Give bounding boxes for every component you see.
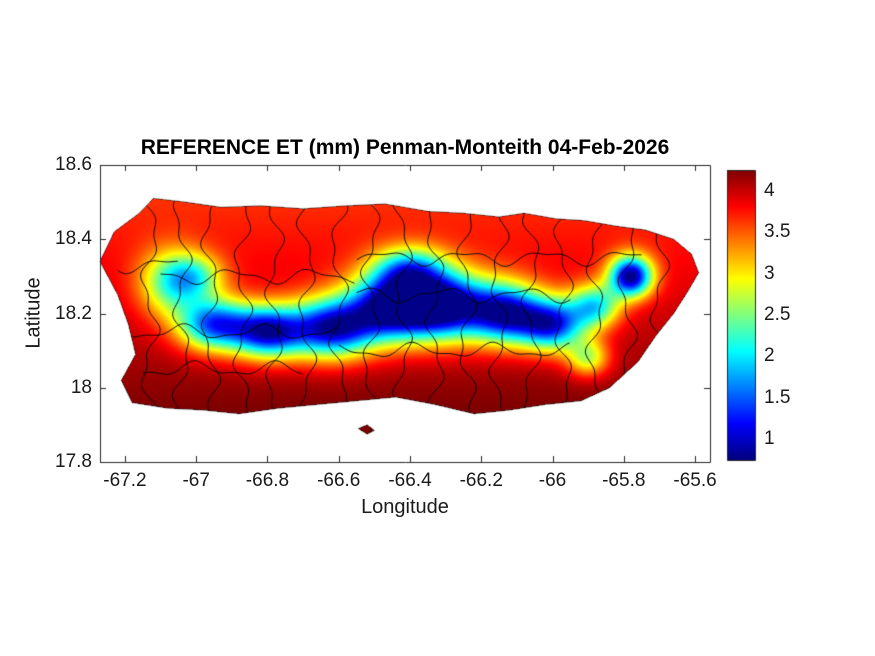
x-tick-label: -66 — [538, 470, 567, 491]
colorbar-tick-label: 4 — [764, 179, 775, 201]
x-tick-label: -66.8 — [245, 470, 290, 491]
x-tick-label: -66.4 — [388, 470, 432, 491]
y-tick-label: 18.4 — [55, 228, 92, 250]
colorbar-tick-label: 3 — [764, 262, 775, 284]
x-axis-label: Longitude — [361, 496, 449, 518]
x-tick-label: -67 — [182, 470, 210, 491]
colorbar-tick-label: 2 — [764, 345, 775, 367]
y-tick-label: 18 — [70, 376, 92, 398]
x-tick-label: -65.6 — [673, 470, 717, 491]
y-tick-label: 17.8 — [55, 451, 92, 472]
x-tick-label: -66.2 — [459, 470, 503, 491]
colorbar-tick-label: 3.5 — [764, 221, 791, 243]
x-tick-label: -65.8 — [602, 470, 646, 491]
colorbar-tick-label: 1 — [764, 428, 775, 450]
x-tick-label: -67.2 — [103, 470, 147, 491]
y-tick-label: 18.6 — [55, 154, 92, 175]
x-tick-label: -66.6 — [317, 470, 361, 491]
colorbar-tick-label: 2.5 — [764, 304, 791, 325]
colorbar-tick-label: 1.5 — [764, 386, 791, 408]
y-tick-label: 18.2 — [55, 302, 92, 324]
chart-title: REFERENCE ET (mm) Penman-Monteith 04-Feb… — [140, 136, 670, 159]
